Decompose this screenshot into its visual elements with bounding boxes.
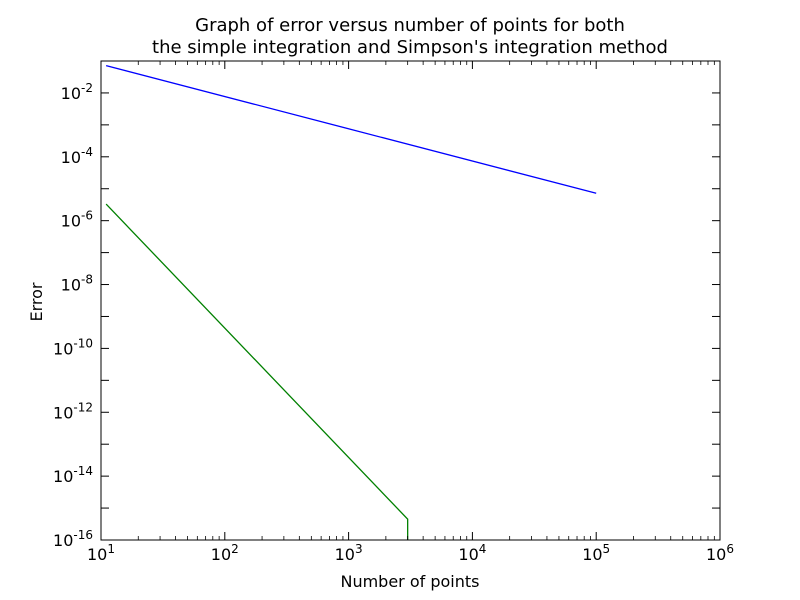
y-tick-label: 10-14: [53, 464, 93, 486]
plot-frame: [100, 60, 721, 541]
y-tick-label-base: 10: [53, 339, 73, 358]
y-tick-label-base: 10: [53, 403, 73, 422]
chart-title-line-1: Graph of error versus number of points f…: [195, 15, 625, 36]
x-tick-label-base: 10: [335, 545, 355, 564]
x-tick-label-exponent: 3: [355, 542, 363, 556]
x-tick-label-exponent: 6: [726, 542, 734, 556]
x-tick-label: 103: [335, 542, 363, 564]
y-tick-label-exponent: -4: [81, 145, 93, 159]
x-tick-label-exponent: 2: [231, 542, 239, 556]
y-tick-label-exponent: -2: [81, 81, 93, 95]
y-tick-label-exponent: -10: [73, 336, 93, 350]
x-tick-label-exponent: 1: [107, 542, 115, 556]
x-tick-label: 105: [582, 542, 610, 564]
y-tick-label: 10-12: [53, 400, 93, 422]
x-tick-label-base: 10: [211, 545, 231, 564]
y-tick-label-base: 10: [61, 276, 81, 295]
y-tick-label-base: 10: [61, 212, 81, 231]
y-tick-label: 10-4: [61, 145, 93, 167]
plot-area: 101 102 103 104 105 10610-1610-1410-1210-1010…: [53, 60, 734, 564]
y-tick-label-base: 10: [53, 467, 73, 486]
series-line-1: [105, 64, 597, 194]
x-tick-label: 106: [706, 542, 734, 564]
y-tick-label-exponent: -12: [73, 400, 93, 414]
y-tick-label-exponent: -6: [81, 209, 93, 223]
y-tick-label-base: 10: [61, 84, 81, 103]
y-tick-label-base: 10: [53, 531, 73, 550]
chart-title-line-2: the simple integration and Simpson's int…: [152, 37, 668, 58]
x-tick-label-exponent: 4: [479, 542, 487, 556]
x-tick-label-base: 10: [87, 545, 107, 564]
x-tick-label-base: 10: [706, 545, 726, 564]
y-tick-label: 10-8: [61, 273, 93, 295]
y-tick-label: 10-10: [53, 336, 93, 358]
x-tick-label-base: 10: [458, 545, 478, 564]
x-tick-label-exponent: 5: [603, 542, 611, 556]
x-tick-label: 101: [87, 542, 115, 564]
x-tick-label: 102: [211, 542, 239, 564]
y-tick-label-base: 10: [61, 148, 81, 167]
y-tick-label: 10-6: [61, 209, 93, 231]
series-line-2: [105, 203, 409, 540]
y-tick-label: 10-16: [53, 528, 93, 550]
y-tick-label-exponent: -16: [73, 528, 93, 542]
y-axis-label: Error: [27, 282, 46, 321]
x-tick-label: 104: [458, 542, 486, 564]
y-tick-label: 10-2: [61, 81, 93, 103]
y-tick-label-exponent: -8: [81, 273, 93, 287]
y-tick-label-exponent: -14: [73, 464, 93, 478]
x-tick-label-base: 10: [582, 545, 602, 564]
x-axis-label: Number of points: [340, 572, 479, 591]
